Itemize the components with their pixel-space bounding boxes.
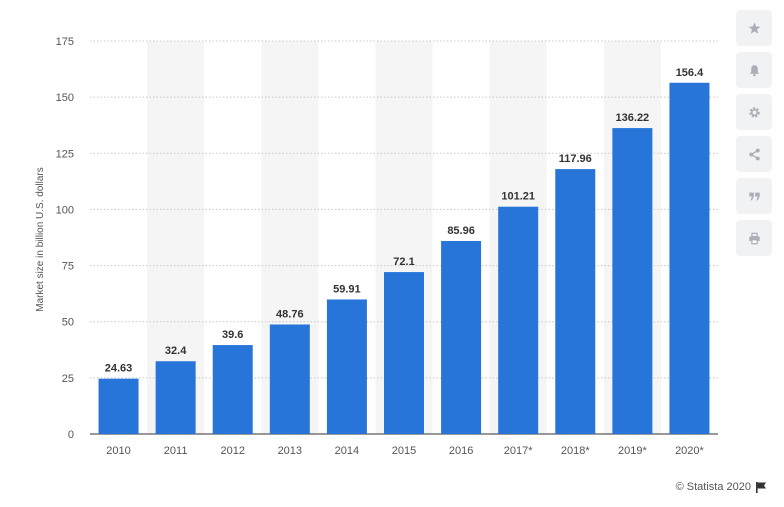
x-tick-label: 2013 (278, 445, 302, 457)
notification-button[interactable] (736, 52, 772, 88)
x-tick-label: 2020* (675, 445, 704, 457)
y-tick-label: 175 (56, 36, 74, 48)
x-tick-label: 2016 (449, 445, 473, 457)
bar[interactable] (669, 82, 710, 434)
quote-icon (748, 192, 760, 200)
data-label: 136.22 (616, 112, 650, 124)
bar[interactable] (498, 206, 539, 434)
settings-button[interactable] (736, 94, 772, 130)
data-label: 39.6 (222, 329, 243, 341)
x-tick-label: 2014 (335, 445, 359, 457)
credit-text: © Statista 2020 (675, 481, 751, 493)
share-button[interactable] (736, 136, 772, 172)
bar[interactable] (384, 272, 424, 434)
source-credit[interactable]: © Statista 2020 (676, 481, 766, 493)
data-label: 117.96 (559, 153, 592, 165)
star-icon (748, 22, 760, 34)
bar[interactable] (326, 299, 367, 434)
x-tick-label: 2019* (618, 445, 647, 457)
print-icon (748, 232, 760, 244)
data-label: 24.63 (105, 363, 133, 375)
data-label: 101.21 (501, 191, 535, 203)
chart-toolbar (736, 10, 772, 256)
bar[interactable] (441, 240, 482, 434)
data-label: 85.96 (447, 225, 475, 237)
x-tick-label: 2010 (106, 445, 130, 457)
bar[interactable] (155, 361, 196, 434)
x-tick-label: 2017* (504, 445, 533, 457)
cite-button[interactable] (736, 178, 772, 214)
y-tick-label: 75 (62, 261, 74, 273)
bar[interactable] (98, 378, 139, 434)
x-tick-label: 2012 (220, 445, 244, 457)
y-tick-label: 125 (56, 148, 74, 160)
flag-icon (756, 481, 766, 493)
bar[interactable] (555, 169, 596, 435)
data-label: 72.1 (393, 256, 414, 268)
y-tick-label: 100 (56, 204, 74, 216)
data-label: 48.76 (276, 308, 304, 320)
bar[interactable] (269, 324, 310, 434)
y-tick-label: 150 (56, 92, 74, 104)
bar[interactable] (612, 128, 653, 434)
x-tick-label: 2011 (164, 445, 188, 457)
bell-icon (749, 64, 759, 76)
y-tick-label: 25 (62, 373, 74, 385)
data-label: 59.91 (333, 283, 361, 295)
favorite-button[interactable] (736, 10, 772, 46)
x-tick-label: 2015 (392, 445, 416, 457)
share-icon (748, 148, 760, 160)
y-axis-title: Market size in billion U.S. dollars (35, 167, 46, 312)
bar[interactable] (212, 345, 253, 434)
y-tick-label: 0 (68, 429, 74, 441)
print-button[interactable] (736, 220, 772, 256)
gear-icon (748, 106, 760, 118)
data-label: 32.4 (165, 345, 187, 357)
y-tick-label: 50 (62, 317, 74, 329)
data-label: 156.4 (676, 67, 704, 79)
x-tick-label: 2018* (561, 445, 590, 457)
